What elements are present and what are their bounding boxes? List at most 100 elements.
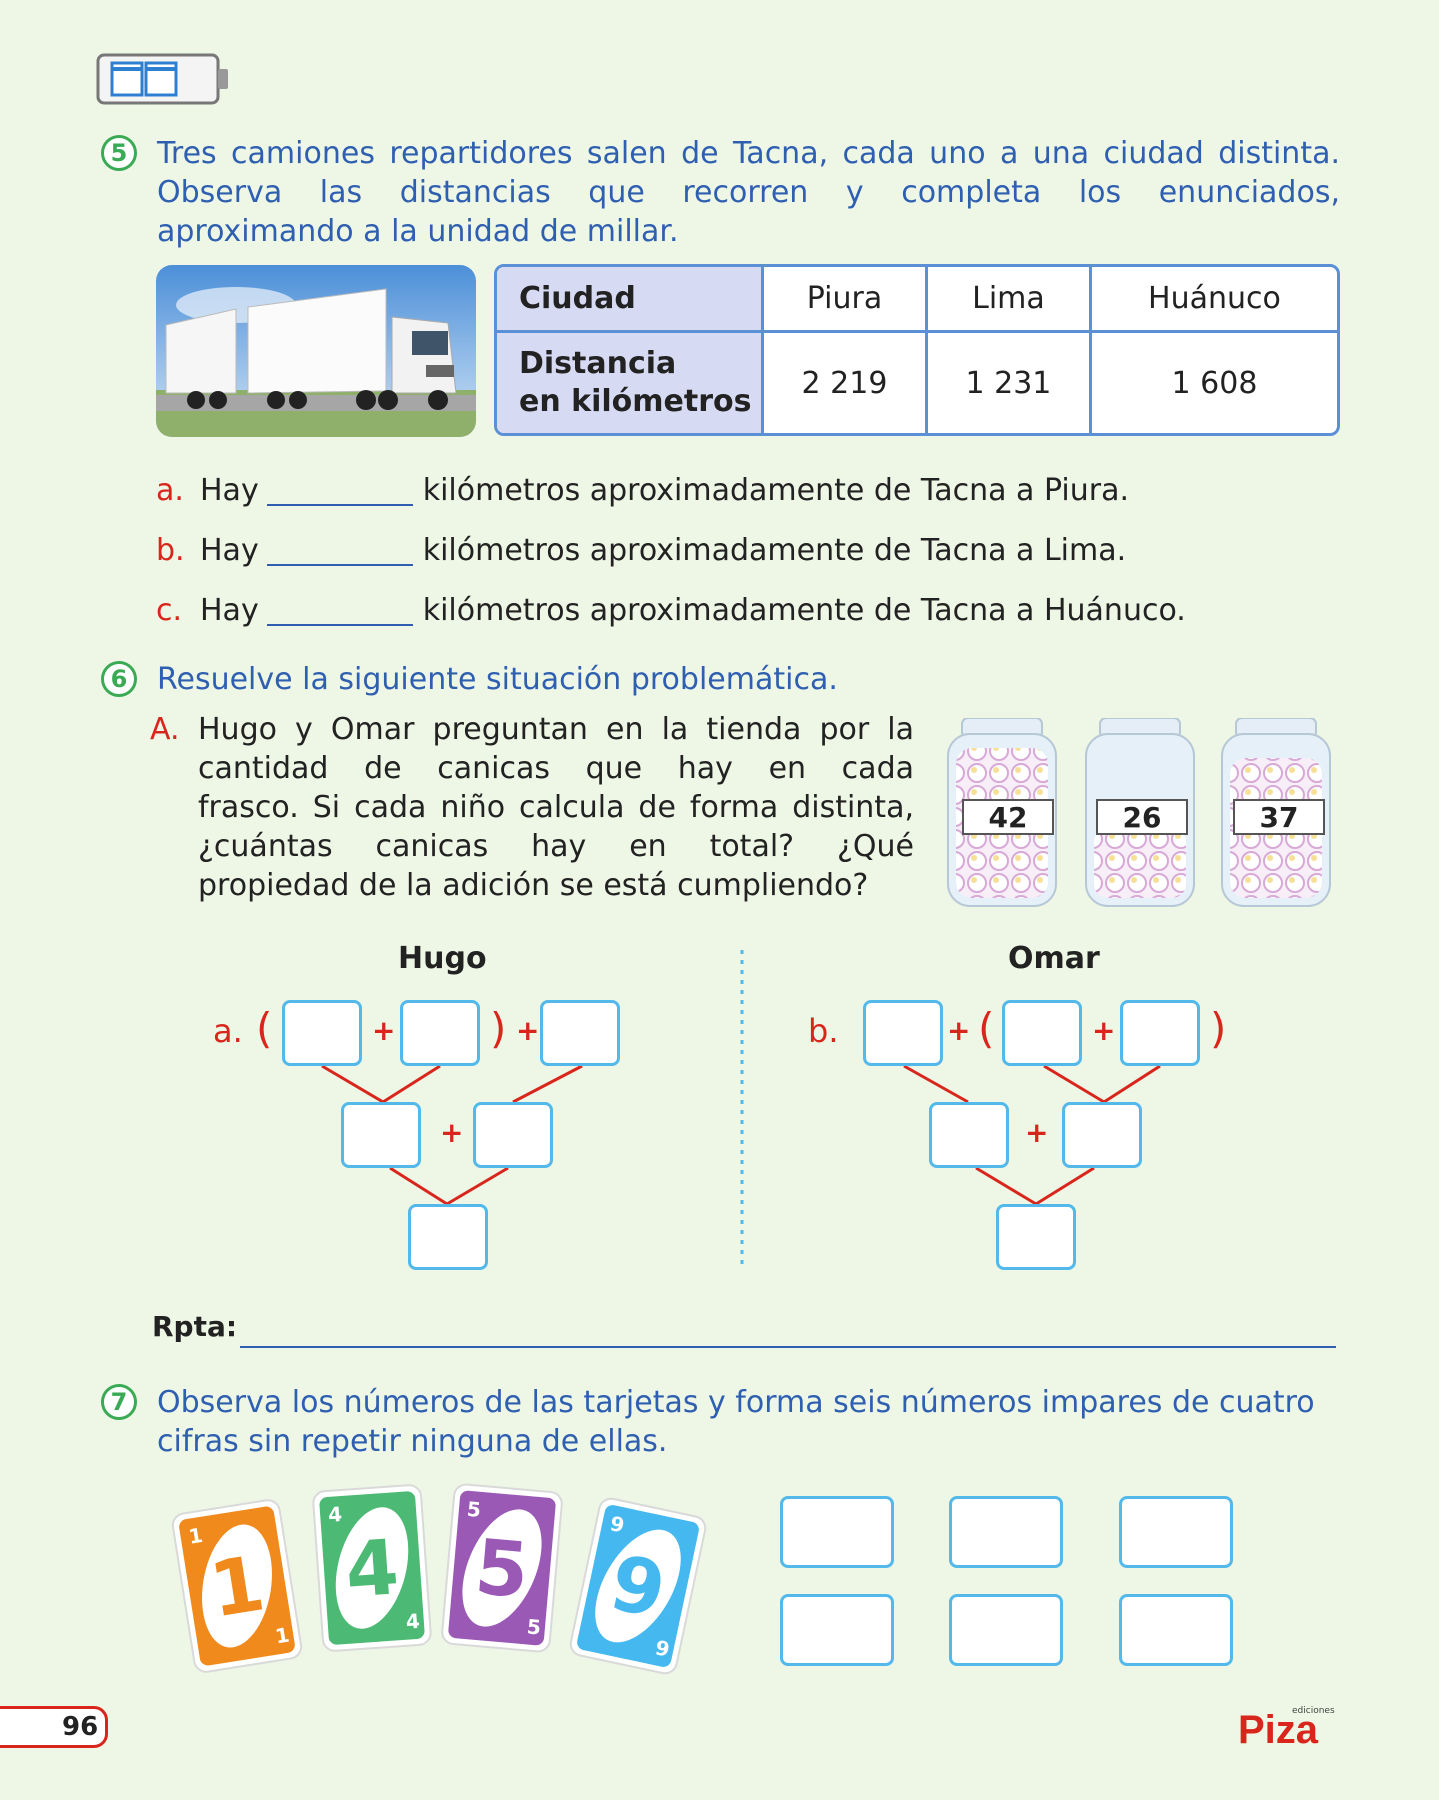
brand-small: ediciones (1292, 1706, 1335, 1716)
omar-box-3[interactable] (1120, 1000, 1200, 1066)
card-digit-large: 5 (471, 1521, 533, 1616)
odd-number-box-4[interactable] (780, 1594, 894, 1666)
card-digit-corner: 4 (327, 1501, 343, 1527)
page-number-tab (0, 1706, 108, 1748)
item-label: c. (156, 592, 183, 628)
brand-logo: Piza (1238, 1708, 1319, 1752)
omar-box-5[interactable] (1062, 1102, 1142, 1168)
omar-title: Omar (1008, 941, 1100, 976)
table-header-distance-line2: en kilómetros (519, 384, 752, 419)
omar-plus-3: + (1025, 1116, 1049, 1149)
table-distance-lima: 1 231 (928, 333, 1092, 433)
hugo-plus-3: + (440, 1116, 464, 1149)
jar-label-1: 42 (962, 799, 1054, 835)
jar-label-3: 37 (1233, 799, 1325, 835)
truck-photo (156, 265, 476, 437)
problem-text: Hugo y Omar preguntan en la tienda por l… (198, 710, 914, 905)
hugo-box-5[interactable] (473, 1102, 553, 1168)
omar-box-4[interactable] (929, 1102, 1009, 1168)
problem-line: propiedad de la adición se está cumplien… (198, 868, 869, 903)
odd-number-box-2[interactable] (949, 1496, 1063, 1568)
hugo-box-1[interactable] (282, 1000, 362, 1066)
answer-label: Rpta: (152, 1310, 238, 1343)
problem-line: cantidad de canicas que hay en cada (198, 751, 914, 786)
battery-icon (96, 53, 228, 105)
card-shape (171, 1499, 303, 1673)
omar-open-paren: ( (978, 1004, 995, 1053)
exercise-7-number: 7 (101, 1384, 137, 1420)
table-header-distance-line1: Distancia (519, 346, 677, 381)
exercise-6-instruction: Resuelve la siguiente situación problemá… (157, 662, 838, 697)
omar-plus-1: + (947, 1014, 971, 1047)
card-shape (441, 1483, 563, 1653)
item-c: c. Hay kilómetros aproximadamente de Tac… (156, 590, 1186, 630)
number-card-9: 9 9 9 (566, 1494, 710, 1678)
number-card-4: 4 4 4 (310, 1482, 433, 1653)
exercise-6-number: 6 (101, 661, 137, 697)
omar-box-1[interactable] (863, 1000, 943, 1066)
table-city-piura: Piura (764, 267, 928, 333)
card-digit-corner: 5 (525, 1614, 542, 1640)
part-a-label: A. (150, 712, 180, 747)
item-a: a. Hay kilómetros aproximadamente de Tac… (156, 470, 1129, 510)
problem-line: Hugo y Omar preguntan en la tienda por l… (198, 712, 914, 747)
card-shape (569, 1497, 707, 1675)
odd-number-box-3[interactable] (1119, 1496, 1233, 1568)
card-digit-corner: 4 (404, 1608, 421, 1634)
item-b: b. Hay kilómetros aproximadamente de Tac… (156, 530, 1126, 570)
hugo-plus-1: + (372, 1014, 396, 1047)
answer-line[interactable] (240, 1346, 1336, 1348)
table-city-huanuco: Huánuco (1091, 267, 1337, 333)
exercise-5-line-2: Observa las distancias que recorren y co… (157, 175, 1340, 210)
item-post-text: kilómetros aproximadamente de Tacna a Pi… (422, 472, 1130, 508)
omar-box-2[interactable] (1002, 1000, 1082, 1066)
hugo-label: a. (213, 1012, 243, 1050)
item-pre-text: Hay (200, 592, 259, 628)
hugo-close-paren: ) (490, 1004, 507, 1053)
hugo-box-2[interactable] (400, 1000, 480, 1066)
problem-line: frasco. Si cada niño calcula de forma di… (198, 790, 914, 825)
item-pre-text: Hay (200, 472, 259, 508)
exercise-7-line-2: cifras sin repetir ninguna de ellas. (157, 1424, 668, 1459)
distance-table: Ciudad Piura Lima Huánuco Distancia en ki… (494, 264, 1340, 436)
odd-number-box-1[interactable] (780, 1496, 894, 1568)
hugo-box-4[interactable] (341, 1102, 421, 1168)
answer-blank-b[interactable] (266, 534, 413, 566)
number-card-1: 1 1 1 (169, 1496, 305, 1676)
hugo-box-6[interactable] (408, 1204, 488, 1270)
table-header-city: Ciudad (497, 267, 764, 333)
odd-number-box-5[interactable] (949, 1594, 1063, 1666)
exercise-5-line-3: aproximando a la unidad de millar. (157, 214, 679, 249)
card-shape (312, 1484, 432, 1652)
exercise-5-line-1: Tres camiones repartidores salen de Tacn… (157, 136, 1340, 171)
table-header-distance: Distancia en kilómetros (497, 333, 764, 433)
hugo-plus-2: + (516, 1014, 540, 1047)
hugo-box-3[interactable] (540, 1000, 620, 1066)
card-digit-corner: 5 (465, 1496, 482, 1522)
item-post-text: kilómetros aproximadamente de Tacna a Li… (422, 532, 1127, 568)
item-label: a. (156, 472, 184, 508)
table-distance-huanuco: 1 608 (1171, 365, 1258, 401)
item-post-text: kilómetros aproximadamente de Tacna a Hu… (422, 592, 1186, 628)
hugo-title: Hugo (398, 941, 487, 976)
table-distance-piura: 2 219 (764, 333, 928, 433)
table-city-lima: Lima (927, 267, 1092, 333)
odd-number-box-6[interactable] (1119, 1594, 1233, 1666)
card-digit-large: 4 (342, 1522, 402, 1615)
omar-close-paren: ) (1210, 1004, 1227, 1053)
omar-box-6[interactable] (996, 1204, 1076, 1270)
page-number: 96 (62, 1712, 99, 1742)
answer-blank-c[interactable] (266, 594, 413, 626)
hugo-open-paren: ( (256, 1004, 273, 1053)
omar-plus-2: + (1092, 1014, 1116, 1047)
jar-label-2: 26 (1096, 799, 1188, 835)
number-card-5: 5 5 5 (439, 1481, 565, 1654)
item-pre-text: Hay (200, 532, 259, 568)
exercise-5-number: 5 (101, 135, 137, 171)
problem-line: ¿cuántas canicas hay en total? ¿Qué (198, 829, 914, 864)
item-label: b. (156, 532, 185, 568)
answer-blank-a[interactable] (266, 474, 413, 506)
omar-label: b. (808, 1012, 839, 1050)
exercise-7-line-1: Observa los números de las tarjetas y fo… (157, 1385, 1315, 1420)
